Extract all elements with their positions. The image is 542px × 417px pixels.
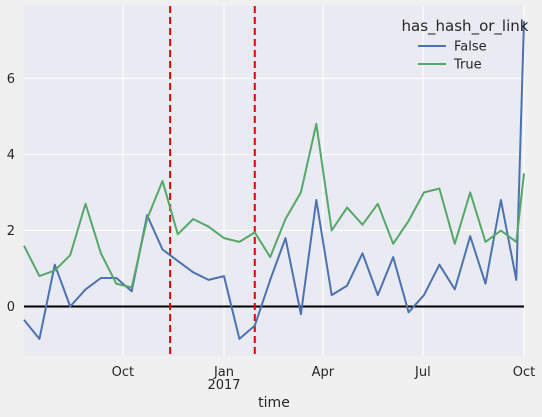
legend-title: has_hash_or_link (402, 17, 529, 36)
x-tick-label: Jul (414, 365, 431, 380)
plot-area (24, 6, 524, 356)
legend: has_hash_or_link False True (402, 17, 529, 73)
series-group (23, 21, 525, 340)
series-line-false (23, 21, 525, 340)
y-tick-label: 6 (7, 72, 15, 87)
y-tick-label: 0 (7, 300, 15, 315)
x-tick-label: Apr (312, 365, 335, 380)
legend-items: False True (418, 40, 487, 73)
legend-label-true: True (453, 58, 482, 73)
x-tick-label: Jan (213, 365, 234, 380)
x-tick-label: Oct (513, 365, 535, 380)
x-tick-label: Oct (112, 365, 134, 380)
y-tick-label: 4 (7, 148, 15, 163)
x-tick-sublabel: 2017 (207, 378, 240, 393)
x-axis-title: time (258, 395, 290, 411)
y-tick-label: 2 (7, 224, 15, 239)
y-tick-labels: 0 2 4 6 (7, 72, 15, 315)
legend-label-false: False (454, 40, 487, 55)
reference-vline-group (169, 6, 256, 356)
series-line-true (23, 122, 525, 289)
